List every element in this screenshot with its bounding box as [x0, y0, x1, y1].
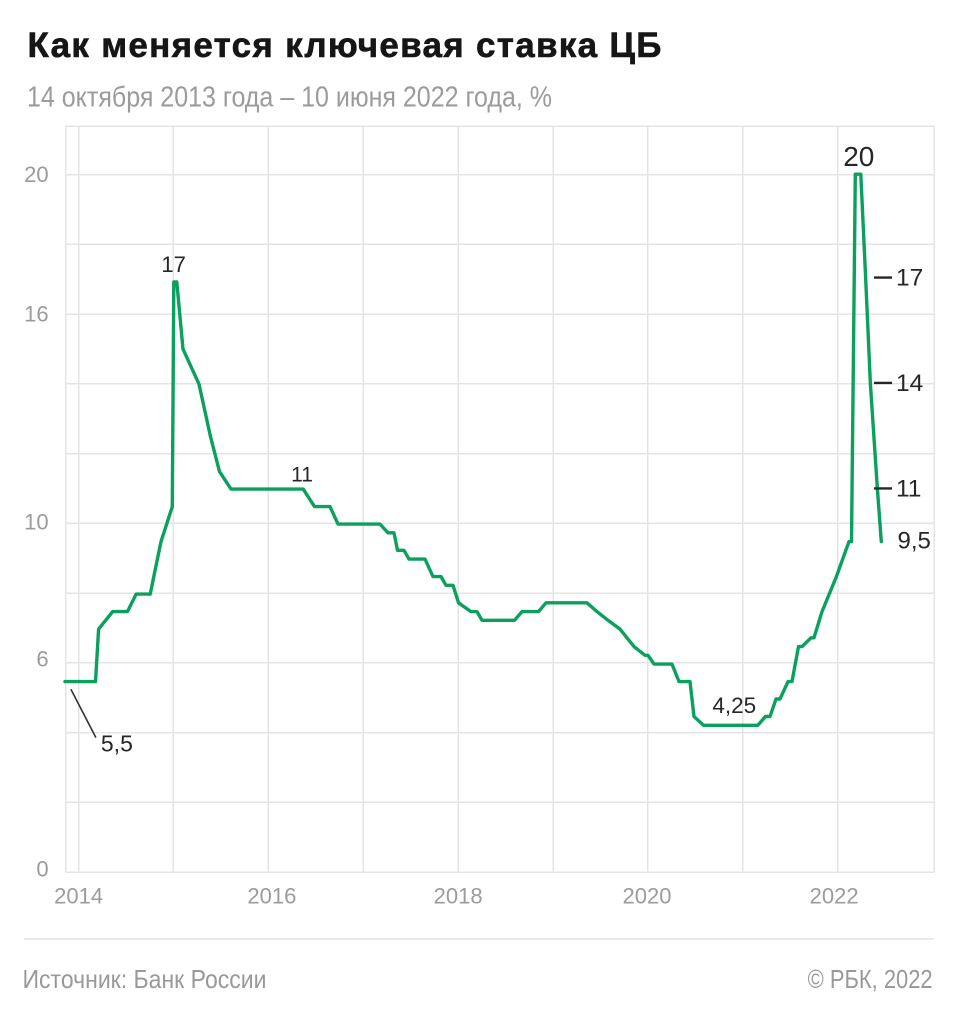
svg-text:14 октября 2013 года – 10 июня: 14 октября 2013 года – 10 июня 2022 года… — [27, 82, 552, 114]
svg-text:10: 10 — [24, 510, 48, 535]
svg-text:5,5: 5,5 — [101, 731, 133, 757]
svg-text:2020: 2020 — [623, 883, 672, 908]
svg-text:4,25: 4,25 — [712, 693, 756, 718]
svg-text:2014: 2014 — [54, 883, 103, 908]
svg-text:Источник: Банк России: Источник: Банк России — [23, 964, 267, 994]
svg-text:2016: 2016 — [247, 883, 296, 908]
svg-text:16: 16 — [24, 302, 48, 327]
svg-text:14: 14 — [896, 370, 923, 397]
svg-text:20: 20 — [843, 141, 874, 172]
svg-text:2018: 2018 — [434, 883, 483, 908]
svg-text:9,5: 9,5 — [898, 527, 931, 554]
svg-text:11: 11 — [291, 463, 313, 486]
svg-text:11: 11 — [896, 476, 921, 503]
svg-text:17: 17 — [896, 265, 923, 292]
svg-text:0: 0 — [36, 857, 48, 882]
svg-text:20: 20 — [24, 162, 48, 187]
svg-text:Как меняется ключевая ставка Ц: Как меняется ключевая ставка ЦБ — [28, 26, 663, 65]
svg-text:17: 17 — [161, 252, 185, 277]
svg-text:2022: 2022 — [810, 883, 859, 908]
svg-text:© РБК, 2022: © РБК, 2022 — [808, 964, 933, 994]
svg-text:6: 6 — [36, 646, 48, 671]
